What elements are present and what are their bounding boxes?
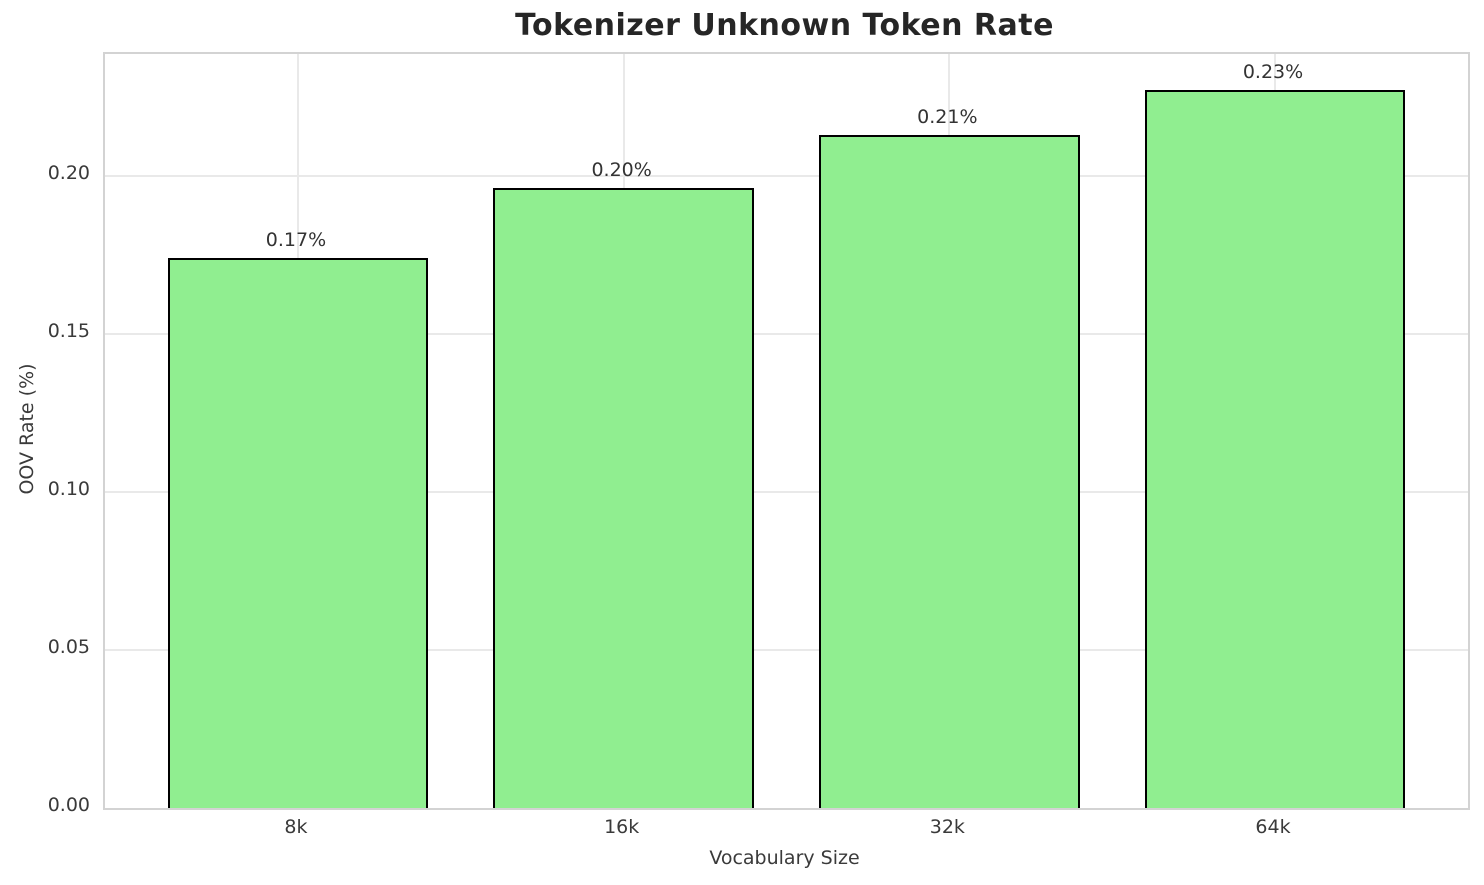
bar-16k — [493, 188, 754, 808]
x-axis-label: Vocabulary Size — [709, 847, 860, 869]
gridline-horizontal — [105, 174, 1468, 177]
bar-value-label: 0.21% — [917, 105, 978, 128]
chart-title: Tokenizer Unknown Token Rate — [515, 8, 1054, 43]
bar-value-label: 0.20% — [591, 159, 652, 182]
y-tick-label: 0.15 — [47, 319, 90, 342]
bar-value-label: 0.17% — [265, 228, 327, 251]
bar-8k — [167, 257, 429, 808]
gridline-horizontal — [105, 332, 1468, 335]
y-tick-label: 0.10 — [47, 477, 90, 500]
x-tick-label: 64k — [1255, 816, 1291, 838]
x-tick-label: 8k — [284, 816, 308, 838]
x-tick-label: 32k — [929, 816, 965, 838]
y-tick-label: 0.00 — [47, 794, 90, 816]
bar-value-label: 0.23% — [1242, 61, 1304, 84]
y-tick-label: 0.05 — [47, 635, 90, 658]
bar-32k — [819, 134, 1080, 808]
gridline-horizontal — [105, 648, 1468, 651]
x-tick-label: 16k — [604, 816, 640, 838]
plot-area — [103, 52, 1470, 810]
y-axis-label: OOV Rate (%) — [16, 363, 38, 495]
gridline-horizontal — [105, 490, 1468, 493]
y-tick-label: 0.20 — [47, 161, 90, 184]
bar-64k — [1144, 90, 1406, 808]
